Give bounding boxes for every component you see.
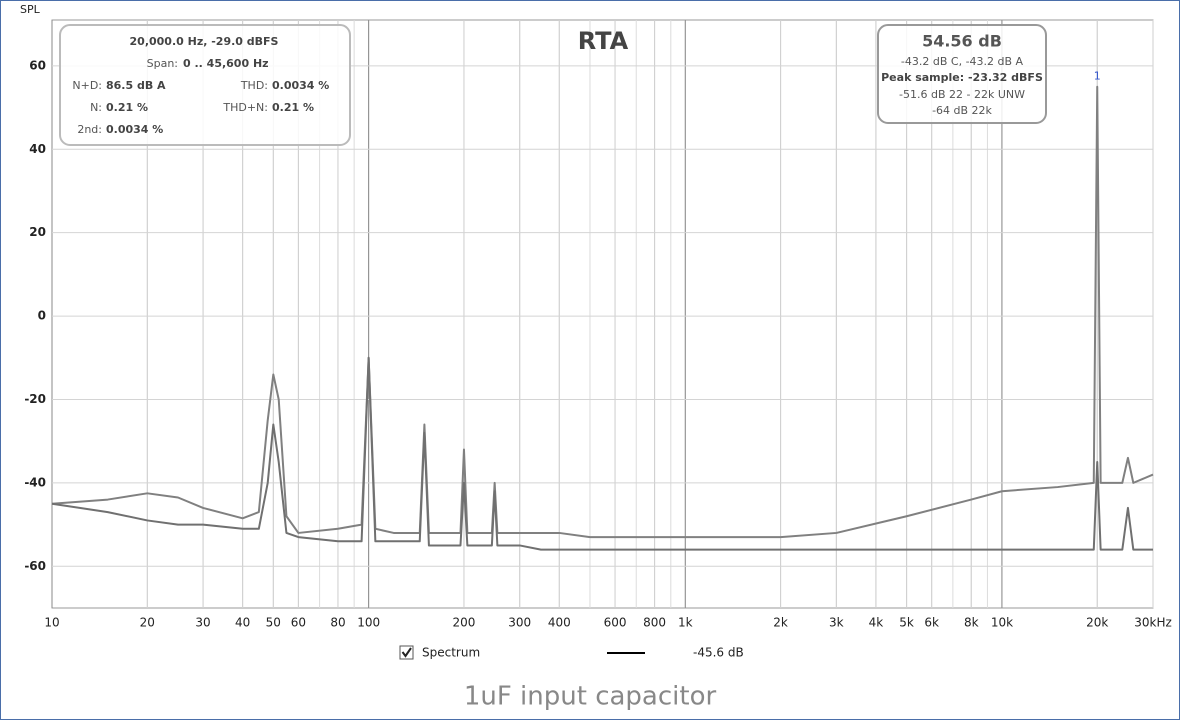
legend-label: Spectrum: [422, 646, 480, 660]
x-tick-label: 5k: [899, 616, 914, 630]
x-tick-label: 8k: [964, 616, 979, 630]
info-value: 0 .. 45,600 Hz: [183, 57, 269, 70]
x-tick-label: 30kHz: [1134, 616, 1172, 630]
legend: Spectrum -45.6 dB: [399, 645, 744, 660]
info-value: 0.21 %: [106, 101, 148, 114]
x-tick-label: 60: [291, 616, 306, 630]
info-line: 20,000.0 Hz, -29.0 dBFS: [130, 35, 279, 48]
y-tick-label: 40: [29, 142, 46, 156]
info-value: 0.0034 %: [106, 123, 163, 136]
info-value: 0.0034 %: [272, 79, 329, 92]
x-tick-label: 300: [508, 616, 531, 630]
checkbox-tick: [401, 647, 412, 658]
x-tick-label: 10k: [991, 616, 1013, 630]
info-label: THD+N:: [222, 101, 268, 114]
x-tick-label: 20: [140, 616, 155, 630]
level-value: 54.56 dB: [922, 32, 1002, 51]
peak-marker: 1: [1094, 70, 1101, 83]
x-tick-label: 600: [604, 616, 627, 630]
x-tick-label: 50: [266, 616, 281, 630]
x-tick-label: 10: [44, 616, 59, 630]
x-tick-label: 200: [453, 616, 476, 630]
info-box-frame: [59, 24, 351, 146]
info-value: 0.21 %: [272, 101, 314, 114]
info-label: N+D:: [72, 79, 102, 92]
level-line: -64 dB 22k: [932, 104, 992, 117]
y-tick-label: -40: [24, 475, 46, 489]
x-tick-label: 400: [548, 616, 571, 630]
y-tick-label: -60: [24, 559, 46, 573]
level-box: 54.56 dB -43.2 dB C, -43.2 dB A Peak sam…: [877, 24, 1047, 124]
y-tick-label: 0: [38, 309, 46, 323]
x-tick-label: 2k: [773, 616, 788, 630]
x-tick-label: 40: [235, 616, 250, 630]
level-box-frame: [877, 24, 1047, 124]
y-axis-label: SPL: [20, 3, 41, 16]
legend-value: -45.6 dB: [693, 646, 744, 660]
info-label: Span:: [147, 57, 178, 70]
info-box: 20,000.0 Hz, -29.0 dBFS Span: 0 .. 45,60…: [59, 24, 351, 146]
level-line: -51.6 dB 22 - 22k UNW: [899, 88, 1025, 101]
level-line: Peak sample: -23.32 dBFS: [881, 71, 1043, 84]
y-tick-label: 60: [29, 58, 46, 72]
info-label: THD:: [240, 79, 268, 92]
x-tick-label: 6k: [924, 616, 939, 630]
x-tick-label: 30: [195, 616, 210, 630]
x-tick-label: 4k: [869, 616, 884, 630]
y-tick-label: 20: [29, 225, 46, 239]
x-tick-label: 80: [330, 616, 345, 630]
caption: 1uF input capacitor: [464, 682, 717, 712]
info-label: 2nd:: [77, 123, 102, 136]
y-tick-label: -20: [24, 392, 46, 406]
spectrum-line: [51, 356, 1153, 551]
traces: [51, 85, 1154, 551]
x-tick-label: 20k: [1086, 616, 1108, 630]
x-tick-label: 1k: [678, 616, 693, 630]
level-line: -43.2 dB C, -43.2 dB A: [901, 55, 1024, 68]
info-label: N:: [90, 101, 102, 114]
x-tick-label: 100: [357, 616, 380, 630]
info-value: 86.5 dB A: [106, 79, 166, 92]
chart-title: RTA: [578, 27, 629, 55]
x-tick-label: 3k: [829, 616, 844, 630]
x-tick-label: 800: [643, 616, 666, 630]
